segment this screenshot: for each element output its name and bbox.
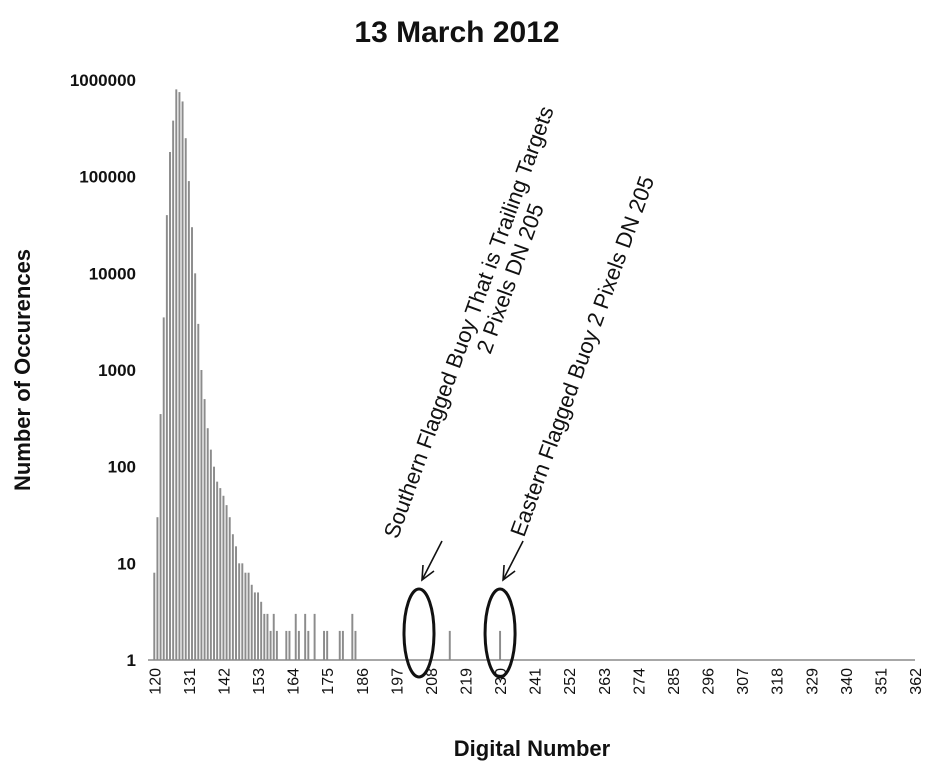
bar — [307, 630, 310, 660]
bar — [156, 517, 159, 660]
y-tick-label: 1 — [127, 651, 136, 670]
bar — [206, 428, 209, 660]
x-tick-label: 285 — [666, 668, 683, 695]
bar — [213, 466, 215, 660]
bar — [241, 563, 244, 660]
x-tick-label: 153 — [251, 668, 268, 695]
bar — [162, 317, 165, 660]
x-tick-label: 131 — [182, 668, 199, 695]
bar — [304, 613, 307, 660]
x-tick-label: 362 — [908, 668, 925, 695]
bar — [285, 630, 288, 660]
x-tick-label: 340 — [839, 668, 856, 695]
bar — [326, 630, 329, 660]
annotation-arrowhead — [421, 564, 435, 582]
bar — [257, 592, 259, 660]
y-tick-label: 1000000 — [70, 71, 136, 90]
bar — [159, 414, 162, 660]
bar — [288, 630, 291, 660]
annotations-group: Southern Flagged Buoy That is Trailing T… — [379, 103, 659, 679]
x-tick-label: 252 — [562, 668, 579, 695]
bar — [172, 120, 175, 661]
bar — [197, 323, 200, 660]
bar — [235, 546, 237, 660]
x-tick-label: 296 — [701, 668, 718, 695]
bar — [354, 630, 357, 660]
x-tick-label: 175 — [320, 668, 337, 695]
bar — [297, 630, 300, 660]
bar — [244, 572, 247, 660]
x-tick-label: 120 — [147, 668, 164, 695]
bar — [169, 151, 171, 661]
bar — [200, 370, 203, 660]
x-tick-label: 186 — [355, 668, 372, 695]
annotation-ellipse — [402, 587, 436, 679]
bar — [323, 630, 326, 660]
y-tick-label: 100 — [108, 458, 136, 477]
bar — [216, 481, 219, 660]
bar — [178, 92, 181, 660]
x-tick-label: 318 — [770, 668, 787, 695]
bar — [266, 613, 269, 660]
x-tick-label: 219 — [458, 668, 475, 695]
x-tick-label: 307 — [735, 668, 752, 695]
bar — [313, 613, 316, 660]
bar — [181, 101, 184, 660]
bar — [253, 592, 256, 660]
bar — [165, 215, 168, 660]
bar — [175, 89, 178, 661]
bars-group — [153, 89, 502, 661]
x-tick-label: 164 — [286, 668, 303, 695]
x-axis-title: Digital Number — [454, 736, 611, 761]
y-tick-label: 10 — [117, 554, 136, 573]
annotation-label-group: Southern Flagged Buoy That is Trailing T… — [379, 103, 559, 542]
annotation-arrowhead — [502, 564, 516, 582]
x-tick-label: 274 — [631, 668, 648, 695]
bar — [228, 517, 231, 660]
bar — [341, 630, 344, 660]
y-ticks-group: 1 10 100 1000 10000 100000 1000000 — [70, 71, 136, 670]
bar — [448, 630, 451, 660]
bar — [269, 630, 272, 660]
bar — [219, 488, 222, 660]
bar — [275, 630, 278, 660]
bar — [250, 584, 253, 660]
bar — [238, 563, 241, 660]
x-tick-label: 197 — [389, 668, 406, 695]
bar — [191, 227, 193, 660]
bar — [499, 630, 502, 660]
bar — [351, 613, 354, 660]
bar — [272, 613, 275, 660]
annotation-arrow — [421, 540, 443, 581]
bar — [260, 601, 263, 660]
x-ticks-group: 120 131 142 153 164 175 186 197 208 219 230 241 252 2… — [147, 668, 925, 695]
bar — [225, 505, 228, 660]
y-axis-title: Number of Occurences — [10, 249, 35, 491]
bar — [209, 449, 212, 660]
bar — [294, 613, 297, 660]
x-tick-label: 241 — [528, 668, 545, 695]
bar — [338, 630, 341, 660]
bar — [153, 572, 156, 660]
bar — [263, 613, 266, 660]
annotation-arrow — [502, 540, 524, 581]
bar — [184, 138, 187, 660]
annotation-ellipse — [483, 587, 517, 679]
bar — [187, 181, 190, 660]
bar — [231, 534, 234, 660]
y-tick-label: 10000 — [89, 264, 136, 283]
x-tick-label: 208 — [424, 668, 441, 695]
bar — [194, 273, 197, 660]
y-tick-label: 1000 — [98, 361, 136, 380]
x-tick-label: 142 — [216, 668, 233, 695]
chart-title: 13 March 2012 — [354, 16, 559, 49]
bar — [222, 495, 225, 660]
x-tick-label: 329 — [804, 668, 821, 695]
y-tick-label: 100000 — [79, 168, 136, 187]
bar — [247, 572, 250, 660]
bar — [203, 399, 206, 660]
x-tick-label: 263 — [597, 668, 614, 695]
x-tick-label: 351 — [873, 668, 890, 695]
